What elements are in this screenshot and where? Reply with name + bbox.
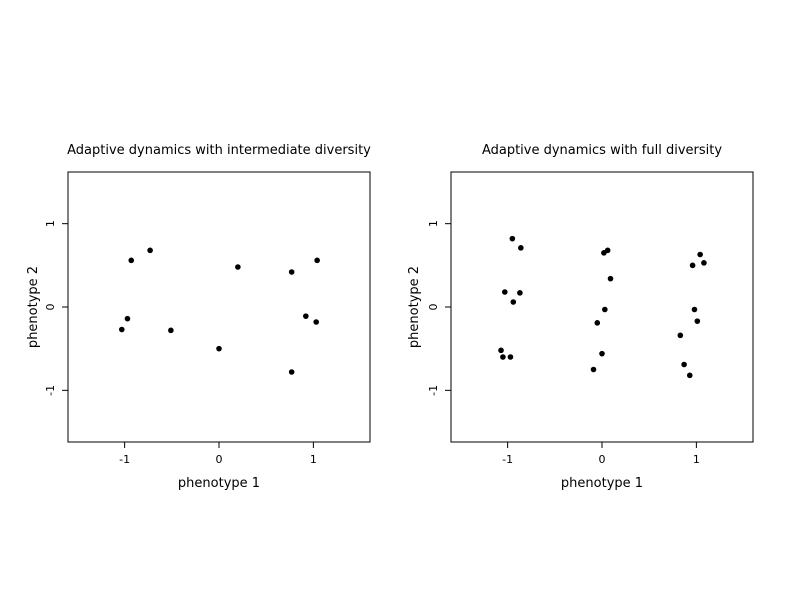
data-point [701,260,707,266]
data-point [694,318,701,324]
x-axis-label: phenotype 1 [178,476,260,491]
y-tick-label: -1 [427,385,440,396]
data-point [235,264,241,270]
plot-frame [450,171,754,443]
y-axis-label: phenotype 2 [26,266,41,348]
data-point [124,315,131,322]
x-axis-label: phenotype 1 [561,476,643,491]
data-point [314,257,320,264]
data-point [517,290,523,296]
data-point [697,251,703,258]
data-point [599,350,605,357]
data-point [510,299,517,305]
data-point [604,247,611,254]
y-axis-label: phenotype 2 [407,266,422,348]
data-point [590,366,597,373]
data-point [288,369,295,375]
x-tick-label: -1 [502,453,513,466]
x-tick-label: 0 [216,453,223,466]
data-point [498,347,504,354]
data-point [507,354,514,360]
data-point [216,345,222,352]
data-point [168,327,174,334]
data-point [500,354,506,360]
data-point [147,247,153,254]
y-tick-label: 1 [427,220,440,227]
x-tick-label: 0 [599,453,606,466]
data-point [509,235,516,242]
x-tick-label: 1 [310,453,317,466]
y-tick-label: 0 [44,304,57,311]
data-point [602,306,608,313]
chart-panel-full-diversity: Adaptive dynamics with full diversity -1 0… [407,143,754,491]
y-tick-label: -1 [44,385,57,396]
data-point [288,269,295,275]
y-tick-label: 1 [44,220,57,227]
data-point [681,361,687,368]
chart-panel-intermediate-diversity: Adaptive dynamics with intermediate dive… [26,143,371,491]
data-point [677,332,684,339]
data-point [313,319,320,325]
data-point [501,289,508,295]
data-point [518,245,524,251]
plot-frame [67,171,371,443]
data-point [686,372,693,379]
y-tick-label: 0 [427,304,440,311]
data-point [128,257,135,264]
chart-title: Adaptive dynamics with full diversity [482,143,722,158]
x-tick-label: 1 [693,453,700,466]
data-point [594,320,601,326]
chart-title: Adaptive dynamics with intermediate dive… [67,143,371,158]
data-point [303,313,309,319]
x-tick-label: -1 [119,453,130,466]
data-point [689,262,696,269]
data-point [691,306,698,313]
data-point [118,326,125,333]
data-point [607,275,614,282]
